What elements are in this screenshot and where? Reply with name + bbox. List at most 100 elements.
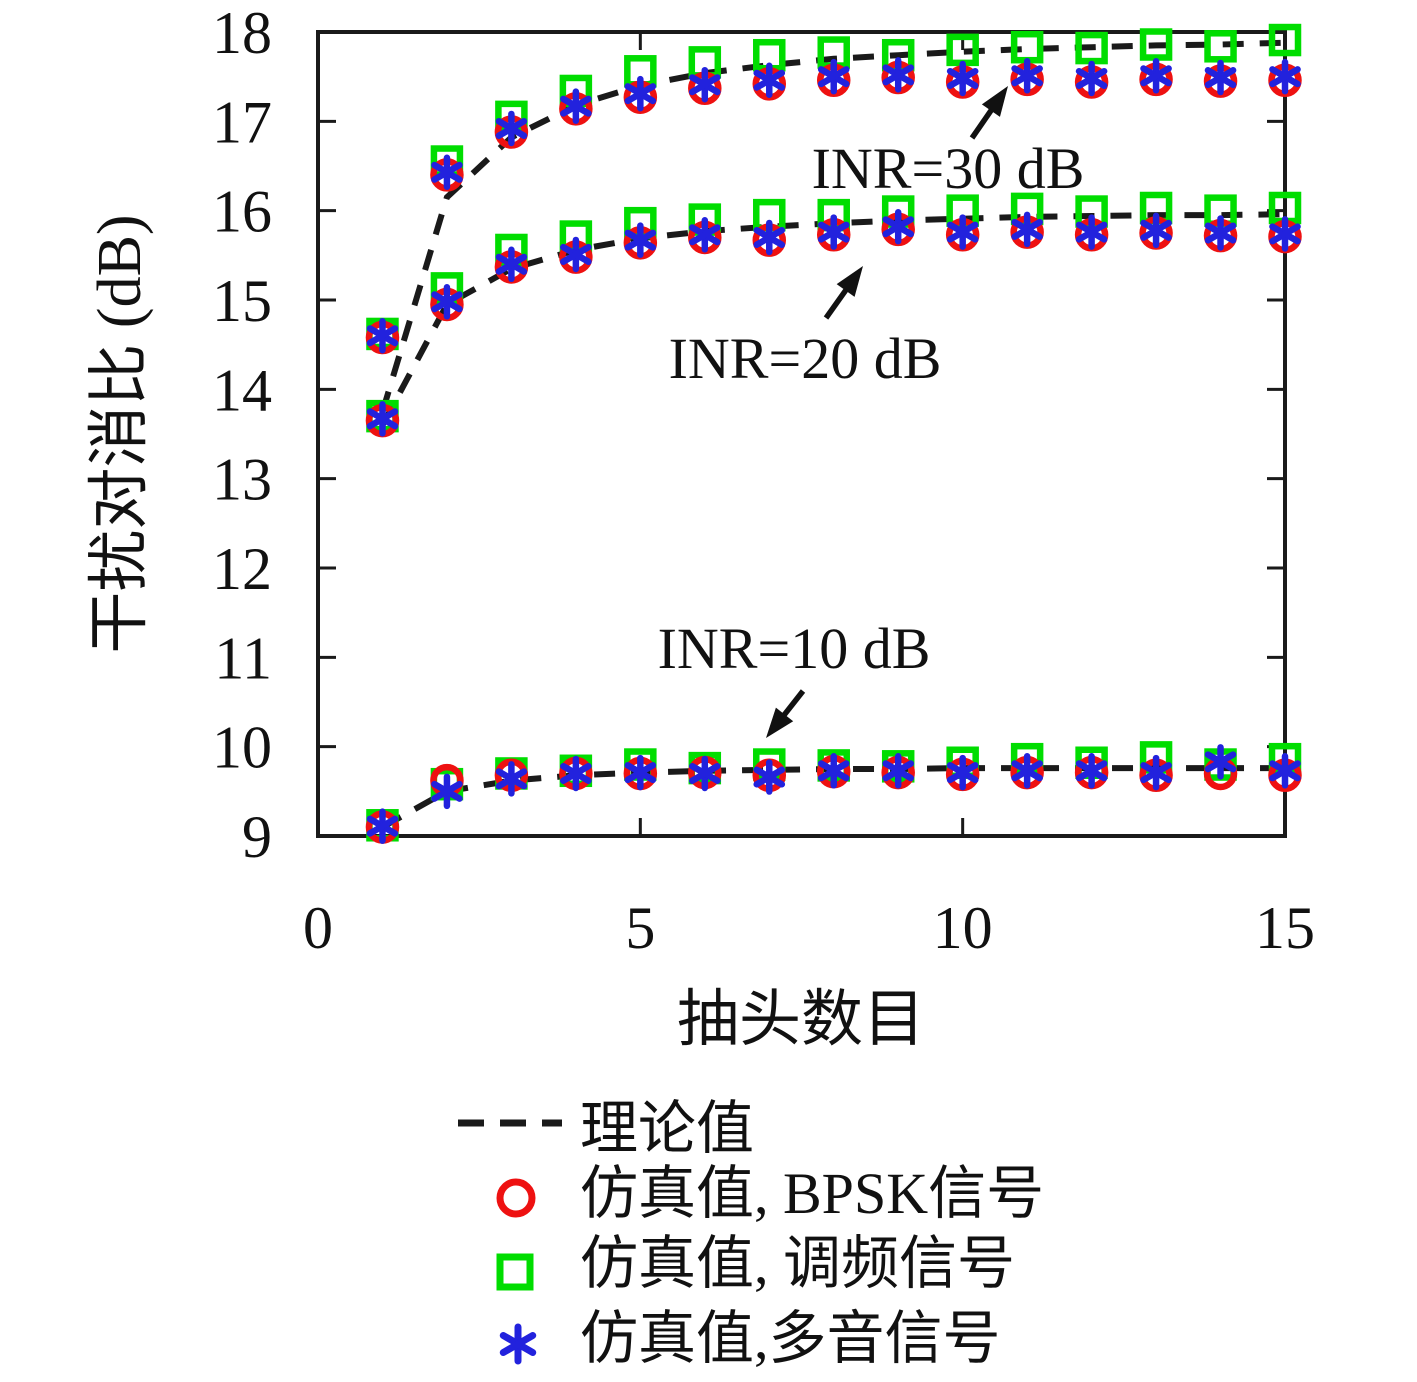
marker-asterisk-x11 — [1011, 58, 1043, 94]
y-tick-label-13: 13 — [212, 447, 272, 513]
x-tick-label-0: 0 — [303, 895, 333, 961]
marker-asterisk-x5 — [624, 75, 657, 112]
marker-asterisk-x11 — [1011, 753, 1043, 789]
series-asterisk-inr10 — [366, 744, 1301, 844]
marker-asterisk-x13 — [1140, 754, 1172, 791]
asterisk-arm — [753, 226, 786, 248]
marker-asterisk-x14 — [1204, 744, 1237, 780]
legend: 理论值 仿真值, BPSK信号 仿真值, 调频信号 仿真值,多音信号 — [458, 1096, 1044, 1371]
marker-asterisk-x3 — [495, 761, 528, 797]
asterisk-arm — [431, 291, 463, 313]
x-axis-title: 抽头数目 — [677, 986, 925, 1054]
asterisk-marker-sample — [499, 1323, 537, 1365]
asterisk-arm — [1011, 65, 1043, 87]
y-tick-label-9: 9 — [242, 804, 272, 870]
asterisk-arm — [560, 762, 592, 784]
arrow-head-1 — [836, 266, 863, 297]
marker-asterisk-x6 — [688, 755, 721, 792]
marker-asterisk-x9 — [882, 208, 915, 245]
marker-asterisk-x7 — [753, 219, 786, 256]
marker-asterisk-x9 — [882, 753, 915, 789]
marker-asterisk-x14 — [1204, 215, 1237, 251]
asterisk-arm — [495, 768, 528, 790]
series-asterisk-inr20 — [366, 208, 1301, 437]
asterisk-arm — [1269, 223, 1301, 245]
marker-asterisk-x7 — [753, 759, 786, 795]
asterisk-arm — [560, 243, 592, 265]
marker-asterisk-x1 — [366, 401, 399, 437]
asterisk-arm — [1075, 221, 1108, 243]
legend-label-fm: 仿真值, 调频信号 — [580, 1231, 1015, 1296]
annotation-arrows — [766, 86, 1008, 738]
marker-asterisk-x9 — [882, 57, 915, 93]
square-marker-sample — [496, 1253, 534, 1291]
asterisk-arm — [753, 69, 786, 91]
asterisk-arm — [1011, 218, 1043, 240]
marker-asterisk-x4 — [560, 88, 592, 124]
asterisk-arm — [1269, 760, 1301, 782]
marker-asterisk-x6 — [688, 217, 721, 253]
legend-item-multitone: 仿真值,多音信号 — [499, 1306, 1001, 1371]
asterisk-arm — [495, 117, 528, 139]
marker-asterisk-x4 — [560, 236, 592, 273]
asterisk-arm — [499, 1332, 537, 1356]
x-tick-label-10: 10 — [933, 895, 993, 961]
data-series-layer — [365, 23, 1302, 844]
y-tick-label-17: 17 — [212, 89, 272, 155]
marker-asterisk-x1 — [366, 808, 399, 844]
marker-square-x14 — [1204, 30, 1237, 63]
theory-line-inr30 — [379, 39, 1286, 413]
circle-marker-sample — [496, 1178, 536, 1218]
asterisk-arm — [366, 408, 399, 430]
y-tick-label-16: 16 — [212, 179, 272, 245]
asterisk-arm — [946, 762, 979, 784]
series-asterisk-inr30 — [366, 57, 1301, 354]
marker-asterisk-x8 — [817, 58, 850, 95]
asterisk-arm — [882, 64, 915, 86]
legend-square-sample — [496, 1253, 534, 1291]
marker-asterisk-x13 — [1140, 58, 1172, 94]
y-tick-label-18: 18 — [212, 0, 272, 66]
asterisk-arm — [431, 780, 463, 802]
asterisk-arm — [624, 229, 657, 251]
asterisk-arm — [946, 67, 979, 89]
y-tick-label-11: 11 — [214, 625, 272, 691]
marker-asterisk-x8 — [817, 753, 850, 789]
y-axis-title: 干扰对消比 (dB) — [86, 214, 154, 653]
marker-asterisk-x12 — [1075, 214, 1108, 250]
marker-asterisk-x5 — [624, 754, 657, 791]
asterisk-arm — [1204, 67, 1237, 89]
asterisk-arm — [688, 762, 721, 784]
x-tick-label-15: 15 — [1255, 895, 1315, 961]
legend-label-bpsk: 仿真值, BPSK信号 — [580, 1161, 1044, 1226]
legend-item-bpsk: 仿真值, BPSK信号 — [496, 1161, 1044, 1226]
asterisk-arm — [817, 221, 850, 243]
marker-asterisk-x6 — [688, 66, 721, 103]
asterisk-arm — [1140, 219, 1172, 241]
asterisk-arm — [1011, 760, 1043, 782]
y-tick-label-15: 15 — [212, 268, 272, 334]
marker-asterisk-x5 — [624, 222, 657, 258]
asterisk-arm — [560, 95, 592, 117]
marker-square-x15 — [1268, 23, 1302, 57]
legend-label-multitone: 仿真值,多音信号 — [580, 1306, 1001, 1371]
marker-asterisk-x15 — [1269, 216, 1301, 252]
marker-asterisk-x7 — [753, 62, 786, 98]
x-tick-label-5: 5 — [625, 895, 655, 961]
y-tick-label-10: 10 — [212, 715, 272, 781]
asterisk-arm — [882, 216, 915, 238]
marker-asterisk-x3 — [495, 246, 528, 283]
marker-asterisk-x14 — [1204, 59, 1237, 96]
asterisk-arm — [817, 760, 850, 782]
asterisk-arm — [431, 161, 463, 183]
marker-asterisk-x11 — [1011, 211, 1043, 248]
marker-asterisk-x4 — [560, 755, 592, 792]
plot-area-border — [316, 30, 1287, 838]
asterisk-arm — [366, 815, 399, 837]
marker-asterisk-x12 — [1075, 60, 1108, 97]
marker-asterisk-x12 — [1075, 753, 1108, 789]
arrow-head-2 — [766, 707, 794, 738]
marker-asterisk-x13 — [1140, 212, 1172, 249]
legend-label-theory: 理论值 — [580, 1096, 754, 1161]
